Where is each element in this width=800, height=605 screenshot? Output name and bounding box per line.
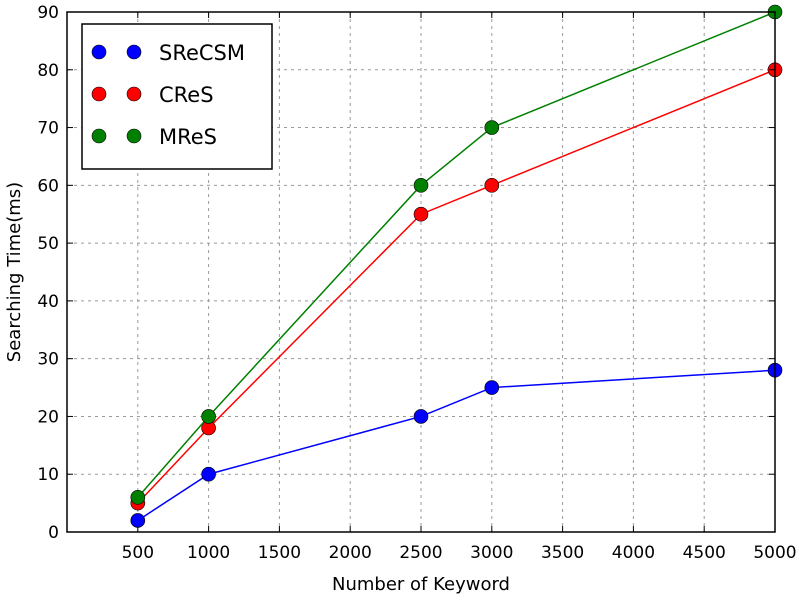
axis-ticks: 500 1000 1500 2000 2500 3000 3500 4000 4500 5000 0…: [37, 3, 796, 563]
legend-label: MReS: [159, 125, 217, 149]
legend-box: [81, 23, 273, 170]
x-axis-label: Number of Keyword: [332, 574, 510, 595]
x-tick-label: 3000: [470, 543, 513, 563]
y-tick-label: 30: [37, 350, 59, 370]
legend-marker: [126, 128, 142, 144]
x-tick-label: 2000: [329, 543, 372, 563]
legend-item: SReCSM: [91, 41, 245, 65]
series-srecsm: [130, 362, 783, 528]
legend-item: MReS: [91, 125, 217, 149]
series-mres: [130, 4, 783, 505]
y-tick-label: 50: [37, 234, 59, 254]
legend-marker: [91, 44, 107, 60]
data-point-mres: [413, 178, 429, 193]
data-point-srecsm: [130, 513, 146, 528]
x-tick-label: 4500: [683, 543, 726, 563]
y-tick-label: 90: [37, 3, 59, 23]
legend-marker: [126, 44, 142, 60]
x-tick-label: 1000: [187, 543, 230, 563]
y-tick-label: 20: [37, 407, 59, 427]
data-point-mres: [484, 120, 500, 135]
y-tick-label: 70: [37, 119, 59, 139]
legend-marker: [126, 86, 142, 102]
data-point-cres: [413, 206, 429, 222]
legend-item: CReS: [91, 83, 214, 107]
y-axis-label: Searching Time(ms): [4, 182, 25, 362]
y-tick-label: 80: [37, 61, 59, 81]
legend-marker: [91, 86, 107, 102]
data-point-cres: [484, 178, 500, 193]
series-line-srecsm: [137, 369, 776, 522]
x-tick-label: 3500: [541, 543, 584, 563]
x-tick-label: 4000: [612, 543, 655, 563]
y-tick-label: 40: [37, 292, 59, 312]
x-tick-label: 5000: [753, 543, 796, 563]
legend-marker: [91, 128, 107, 144]
x-tick-label: 2500: [399, 543, 442, 563]
x-tick-label: 1500: [258, 543, 301, 563]
y-tick-label: 60: [37, 176, 59, 196]
legend-label: CReS: [159, 83, 214, 107]
legend-label: SReCSM: [159, 41, 245, 65]
data-point-srecsm: [201, 466, 216, 482]
y-tick-label: 0: [48, 523, 59, 543]
x-tick-label: 500: [122, 543, 154, 563]
data-point-mres: [201, 409, 216, 424]
legend: SReCSM CReS MReS: [81, 23, 273, 170]
data-point-mres: [130, 490, 146, 505]
data-point-srecsm: [413, 409, 429, 424]
data-point-srecsm: [484, 380, 500, 395]
series-cres: [130, 62, 783, 511]
series-lines: [130, 4, 783, 528]
y-tick-label: 10: [37, 465, 59, 485]
